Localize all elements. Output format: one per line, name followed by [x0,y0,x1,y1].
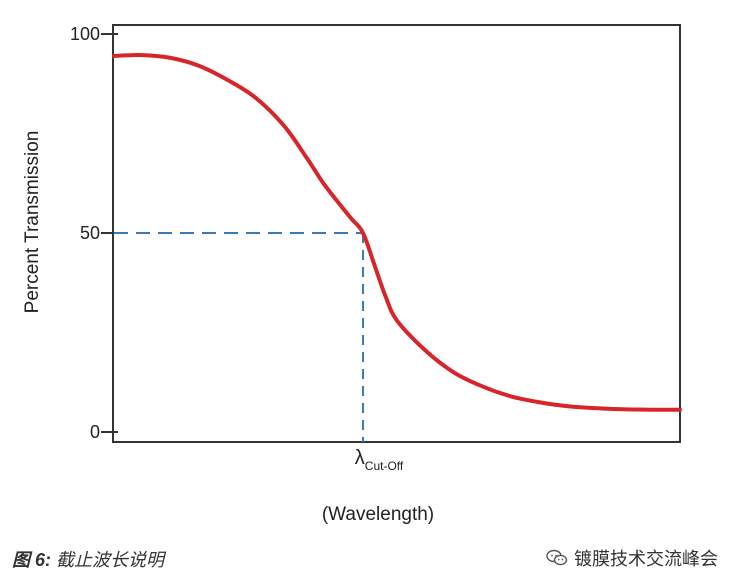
y-ticks: 0 50 100 [70,24,118,442]
cutoff-label: λCut-Off [355,447,404,473]
figure-number: 图 6: [12,550,52,570]
x-axis-label: (Wavelength) [322,504,434,525]
figure-caption: 图 6: 截止波长说明 [12,546,164,572]
cutoff-symbol: λ [355,447,365,469]
y-axis-label: Percent Transmission [22,131,43,314]
y-tick-label: 50 [80,223,100,243]
plot-frame [112,24,681,443]
watermark: 镀膜技术交流峰会 [546,545,718,571]
wechat-icon [546,549,568,566]
watermark-text: 镀膜技术交流峰会 [574,549,718,570]
figure-caption-text: 截止波长说明 [51,550,165,570]
transmission-curve [112,53,682,412]
y-tick-label: 0 [90,422,100,442]
cutoff-subscript: Cut-Off [365,459,404,473]
transmission-chart: 0 50 100 λCut-Off (Wavelength) Percent Tra… [22,24,682,525]
y-tick-label: 100 [70,24,100,44]
